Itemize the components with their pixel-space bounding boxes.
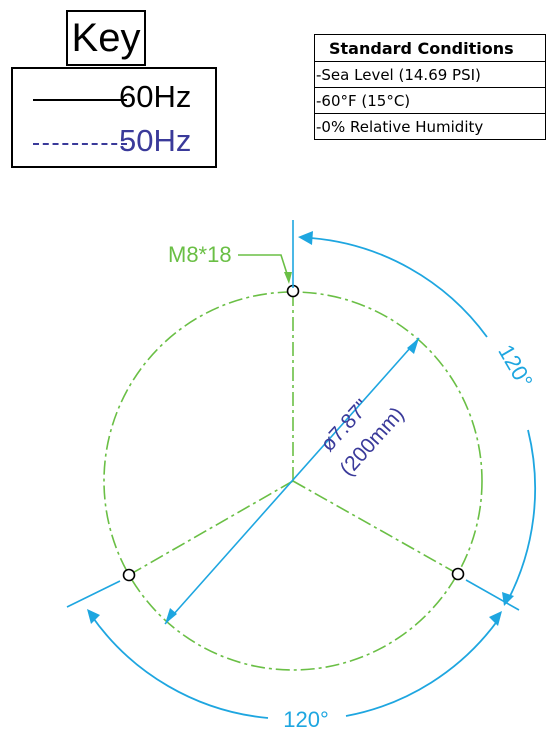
- hole-callout-leader: [238, 254, 290, 281]
- angle-label-bottom: 120°: [283, 707, 329, 731]
- key-legend: 60Hz 50Hz: [11, 67, 217, 168]
- condition-temperature: -60°F (15°C): [314, 87, 546, 114]
- angle-label-right: 120°: [493, 340, 537, 392]
- extension-line-left: [66, 580, 121, 608]
- conditions-title: Standard Conditions: [314, 34, 546, 62]
- diameter-arrowhead-lower: [165, 608, 177, 624]
- angle-arc-bottom-right: [345, 619, 499, 717]
- condition-humidity: -0% Relative Humidity: [314, 113, 546, 140]
- angle-arc-right-lower: [506, 429, 537, 603]
- bolt-hole-left: [122, 568, 136, 582]
- key-entry-60hz: 60Hz: [13, 77, 215, 117]
- angle-arc-right-upper: [310, 237, 488, 338]
- centerline-right: [292, 480, 459, 575]
- solid-line-swatch: [33, 99, 127, 101]
- extension-line-right: [465, 579, 520, 611]
- key-title: Key: [66, 10, 146, 66]
- diameter-dimension-line: [164, 337, 420, 625]
- condition-sea-level: -Sea Level (14.69 PSI): [314, 61, 546, 88]
- bolt-hole-right: [451, 567, 465, 581]
- angle-arrowhead-bottom-right: [489, 611, 502, 626]
- angle-arc-bottom-left: [90, 614, 269, 719]
- centerline-left: [128, 480, 294, 576]
- standard-conditions-table: Standard Conditions -Sea Level (14.69 PS…: [314, 34, 546, 140]
- angle-arrowhead-right-bottom: [502, 592, 514, 606]
- angle-arrowhead-bottom-left: [87, 609, 100, 624]
- bolt-circle: [103, 291, 483, 671]
- hole-callout-label: M8*18: [168, 242, 232, 267]
- diameter-arrowhead-upper: [407, 338, 419, 354]
- key-label-60hz: 60Hz: [119, 79, 192, 114]
- hole-callout-arrowhead: [284, 272, 292, 284]
- angle-arrowhead-right-top: [298, 231, 313, 245]
- dashed-line-swatch: [33, 143, 127, 145]
- key-entry-50hz: 50Hz: [13, 121, 215, 161]
- key-label-50hz: 50Hz: [119, 123, 192, 158]
